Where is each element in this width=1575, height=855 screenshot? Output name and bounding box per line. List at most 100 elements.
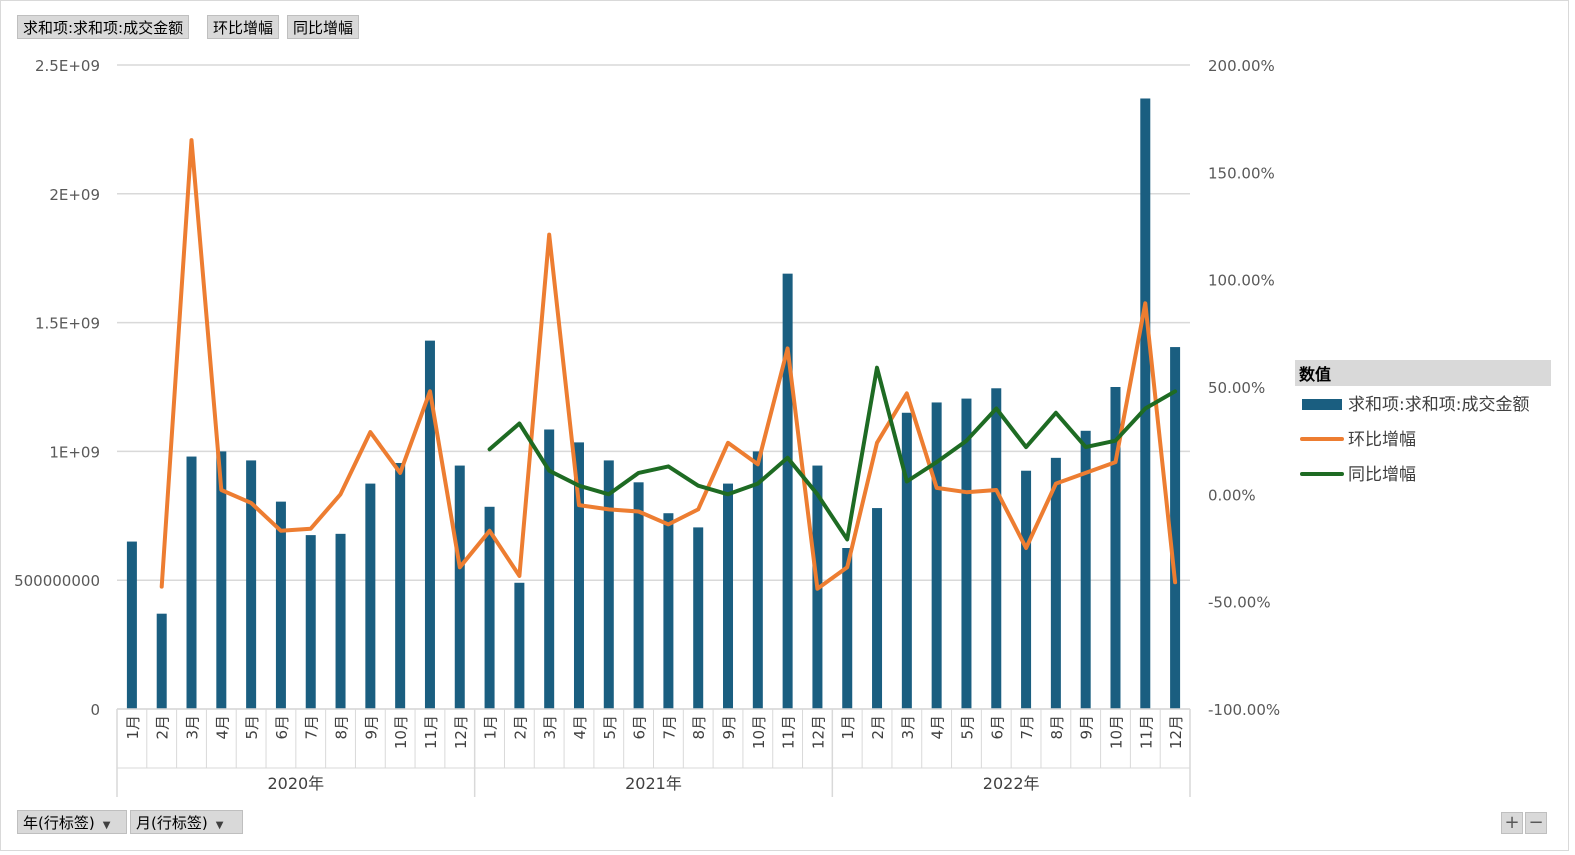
bar [633, 482, 644, 709]
bar [305, 535, 316, 709]
x-tick-label-month: 2月 [154, 715, 172, 740]
bar [603, 460, 614, 709]
field-button-label: 同比增幅 [293, 19, 354, 37]
bar [752, 451, 763, 709]
bar [573, 442, 584, 709]
legend-label: 求和项:求和项:成交金额 [1348, 395, 1529, 415]
x-tick-label-month: 7月 [660, 715, 678, 740]
y-right-tick-label: 100.00% [1208, 272, 1275, 290]
bar [454, 465, 465, 709]
minus-icon: − [1528, 812, 1544, 833]
x-tick-label-month: 3月 [184, 715, 202, 740]
x-tick-label-month: 6月 [988, 715, 1006, 740]
dropdown-arrow-icon[interactable]: ▼ [215, 820, 224, 831]
expand-button[interactable]: + [1501, 812, 1523, 834]
x-tick-label-month: 5月 [601, 715, 619, 740]
field-button-mom[interactable]: 环比增幅 [207, 15, 280, 39]
bar [365, 483, 376, 709]
bar [514, 582, 525, 709]
bar [544, 429, 555, 709]
bar [126, 541, 137, 709]
y-right-tick-label: 200.00% [1208, 57, 1275, 75]
bar [782, 273, 793, 709]
y-right-tick-label: -50.00% [1208, 594, 1271, 612]
x-tick-label-month: 3月 [541, 715, 559, 740]
x-tick-label-month: 1月 [482, 715, 500, 740]
legend-title: 数值 [1299, 365, 1331, 384]
x-tick-label-year: 2021年 [625, 774, 682, 793]
x-tick-label-month: 6月 [631, 715, 649, 740]
bar [1140, 98, 1151, 710]
bar [931, 402, 942, 709]
x-tick-label-month: 10月 [392, 715, 410, 749]
bar [842, 548, 853, 709]
legend-swatch-bar [1302, 399, 1342, 410]
x-tick-label-year: 2020年 [267, 774, 324, 793]
row-field-year[interactable]: 年(行标签) ▼ [17, 810, 127, 834]
y-left-tick-label: 2.5E+09 [35, 57, 100, 75]
legend-title-bg [1295, 360, 1551, 386]
x-tick-label-month: 5月 [958, 715, 976, 740]
field-button-label: 环比增幅 [213, 19, 274, 37]
bar [275, 501, 286, 709]
x-tick-label-month: 11月 [422, 715, 440, 749]
row-field-month[interactable]: 月(行标签) ▼ [130, 810, 243, 834]
bar [991, 388, 1002, 709]
x-tick-label-month: 11月 [1137, 715, 1155, 749]
field-button-yoy[interactable]: 同比增幅 [287, 15, 360, 39]
x-tick-label-month: 8月 [1048, 715, 1066, 740]
x-tick-label-month: 11月 [780, 715, 798, 749]
field-button-amount[interactable]: 求和项:求和项:成交金额 [17, 15, 190, 39]
x-tick-label-month: 4月 [213, 715, 231, 740]
row-field-label: 年(行标签) [23, 814, 95, 832]
bar [484, 506, 495, 709]
bar [216, 451, 227, 709]
bar [1021, 470, 1032, 709]
x-tick-label-month: 12月 [452, 715, 470, 749]
y-left-tick-label: 1.5E+09 [35, 315, 100, 333]
y-right-tick-label: 50.00% [1208, 379, 1265, 397]
bar [723, 483, 734, 709]
bar [246, 460, 257, 709]
x-tick-label-month: 6月 [273, 715, 291, 740]
x-tick-label-month: 10月 [1107, 715, 1125, 749]
x-tick-label-month: 2月 [869, 715, 887, 740]
x-tick-label-month: 10月 [750, 715, 768, 749]
collapse-button[interactable]: − [1525, 812, 1547, 834]
dropdown-arrow-icon[interactable]: ▼ [102, 820, 111, 831]
x-tick-label-month: 12月 [809, 715, 827, 749]
x-tick-label-year: 2022年 [983, 774, 1040, 793]
series-line-mom [159, 138, 1178, 591]
bar [663, 513, 674, 709]
bar [186, 456, 197, 709]
bar [1110, 387, 1121, 709]
x-tick-label-month: 5月 [243, 715, 261, 740]
y-right-tick-label: -100.00% [1208, 701, 1280, 719]
x-tick-label-month: 7月 [1018, 715, 1036, 740]
row-field-label: 月(行标签) [136, 814, 208, 832]
bar [1080, 430, 1091, 709]
x-tick-label-month: 7月 [303, 715, 321, 740]
y-right-tick-label: 150.00% [1208, 164, 1275, 182]
x-tick-label-month: 9月 [720, 715, 738, 740]
bar [901, 412, 912, 709]
x-tick-label-month: 8月 [690, 715, 708, 740]
y-left-tick-label: 2E+09 [49, 186, 100, 204]
x-tick-label-month: 4月 [929, 715, 947, 740]
x-tick-label-month: 8月 [333, 715, 351, 740]
y-left-tick-label: 500000000 [14, 572, 100, 590]
bar [872, 508, 883, 709]
x-tick-label-month: 9月 [362, 715, 380, 740]
x-tick-label-month: 1月 [124, 715, 142, 740]
bar [424, 340, 435, 709]
bar [395, 462, 406, 709]
bar [1050, 457, 1061, 709]
x-tick-label-month: 9月 [1078, 715, 1096, 740]
legend-label: 环比增幅 [1348, 430, 1416, 450]
x-tick-label-month: 1月 [839, 715, 857, 740]
bar [693, 527, 704, 709]
bar [335, 533, 346, 709]
plus-icon: + [1504, 812, 1520, 833]
legend-label: 同比增幅 [1348, 465, 1416, 485]
